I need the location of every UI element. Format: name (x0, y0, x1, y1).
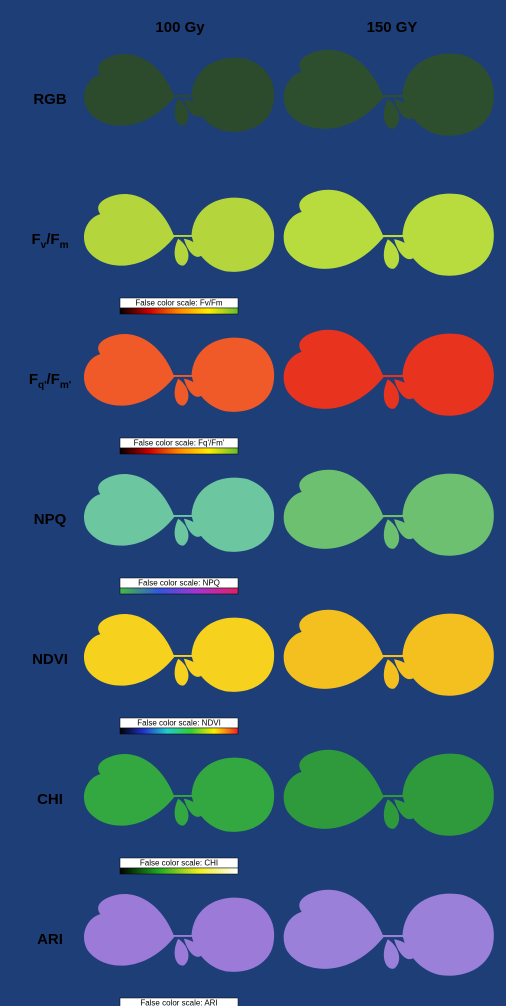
label-part: m' (60, 380, 71, 391)
label-part: CHI (37, 791, 63, 808)
label-part: NDVI (32, 651, 68, 668)
column-header: 150 GY (367, 19, 418, 36)
label-part: RGB (33, 91, 67, 108)
color-scale (120, 728, 238, 734)
row-label: NPQ (34, 511, 67, 528)
scale-label: False color scale: ARI (140, 999, 217, 1006)
scale-label: False color scale: Fv/Fm (135, 299, 222, 308)
label-part: m (60, 240, 69, 251)
row-label: ARI (37, 931, 63, 948)
scale-label: False color scale: NDVI (137, 719, 221, 728)
row-label: NDVI (32, 651, 68, 668)
label-part: q' (38, 380, 47, 391)
row-label: CHI (37, 791, 63, 808)
scale-label: False color scale: Fq'/Fm' (134, 439, 225, 448)
label-part: /F (47, 371, 60, 388)
scale-label: False color scale: CHI (140, 859, 218, 868)
page: 100 Gy 150 GY RGBFv/FmFalse color scale:… (0, 0, 506, 1006)
color-scale (120, 448, 238, 454)
color-scale (120, 308, 238, 314)
label-part: ARI (37, 931, 63, 948)
column-header: 100 Gy (155, 19, 205, 36)
figure: 100 Gy 150 GY RGBFv/FmFalse color scale:… (0, 0, 506, 1006)
label-part: F (29, 371, 38, 388)
color-scale (120, 868, 238, 874)
scale-label: False color scale: NPQ (138, 579, 220, 588)
label-part: NPQ (34, 511, 67, 528)
label-part: /F (46, 231, 59, 248)
label-part: F (32, 231, 41, 248)
color-scale (120, 588, 238, 594)
row-label: RGB (33, 91, 67, 108)
